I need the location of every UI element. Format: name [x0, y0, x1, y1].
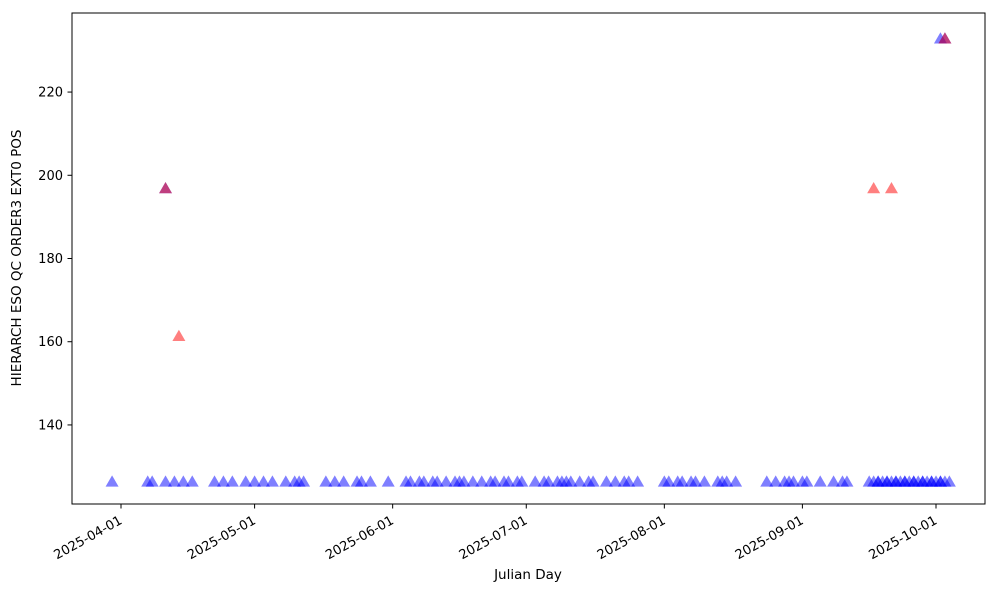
data-point-pos-nominal-blue [105, 475, 119, 487]
data-point-pos-nominal-blue [337, 475, 351, 487]
data-point-pos-nominal-blue [239, 475, 253, 487]
chart-content: 2025-04-01 2025-05-01 2025-06-01 2025-07-01… [38, 32, 956, 563]
data-point-pos-nominal-blue [475, 475, 489, 487]
data-point-pos-nominal-blue [354, 475, 368, 487]
data-point-pos-nominal-blue [786, 475, 800, 487]
y-tick-label: 200 [38, 169, 63, 184]
data-point-pos-outlier-red [159, 182, 173, 194]
data-point-pos-nominal-blue [167, 475, 181, 487]
data-point-pos-outlier-red [938, 32, 952, 44]
data-point-pos-nominal-blue [466, 475, 480, 487]
data-point-pos-nominal-blue [528, 475, 542, 487]
data-point-pos-nominal-blue [942, 475, 956, 487]
y-tick-label: 160 [38, 335, 63, 350]
data-point-pos-nominal-blue [573, 475, 587, 487]
data-point-pos-nominal-blue [720, 475, 734, 487]
data-point-pos-nominal-blue [586, 475, 600, 487]
data-point-pos-nominal-blue [800, 475, 814, 487]
y-axis-label: HIERARCH ESO QC ORDER3 EXT0 POS [9, 130, 25, 387]
data-point-pos-nominal-blue [297, 475, 311, 487]
x-tick-label: 2025-10-01 [867, 513, 940, 563]
data-point-pos-nominal-blue [488, 475, 502, 487]
data-point-pos-nominal-blue [430, 475, 444, 487]
data-point-pos-nominal-blue [608, 475, 622, 487]
data-point-pos-nominal-blue [840, 475, 854, 487]
data-point-pos-nominal-blue [622, 475, 636, 487]
data-point-pos-nominal-blue [208, 475, 222, 487]
data-point-pos-nominal-blue [319, 475, 333, 487]
y-tick-label: 180 [38, 252, 63, 267]
y-tick-label: 140 [38, 418, 63, 433]
data-point-pos-nominal-blue [328, 475, 342, 487]
data-point-pos-nominal-blue [381, 475, 395, 487]
data-point-pos-nominal-blue [265, 475, 279, 487]
data-point-pos-nominal-blue [515, 475, 529, 487]
data-point-pos-nominal-blue [439, 475, 453, 487]
data-point-pos-nominal-blue [729, 475, 743, 487]
data-point-pos-nominal-blue [159, 475, 173, 487]
data-point-pos-nominal-blue [257, 475, 271, 487]
data-point-pos-nominal-blue [225, 475, 239, 487]
data-point-pos-nominal-blue [417, 475, 431, 487]
data-point-pos-outlier-red [867, 182, 881, 194]
x-tick-label: 2025-04-01 [52, 513, 125, 563]
data-point-pos-nominal-blue [248, 475, 262, 487]
data-point-pos-nominal-blue [501, 475, 515, 487]
data-point-pos-nominal-blue [813, 475, 827, 487]
data-point-pos-outlier-red [172, 329, 186, 342]
data-point-pos-nominal-blue [176, 475, 190, 487]
data-point-pos-nominal-blue [599, 475, 613, 487]
data-point-pos-nominal-blue [689, 475, 703, 487]
data-point-pos-nominal-blue [631, 475, 645, 487]
data-point-pos-nominal-blue [145, 475, 159, 487]
data-point-pos-nominal-blue [279, 475, 293, 487]
x-tick-label: 2025-08-01 [595, 513, 668, 563]
data-point-pos-nominal-blue [403, 475, 417, 487]
data-point-pos-nominal-blue [216, 475, 230, 487]
data-point-pos-nominal-blue [662, 475, 676, 487]
data-point-pos-nominal-blue [542, 475, 556, 487]
x-axis-label: Julian Day [493, 567, 562, 583]
data-point-pos-nominal-blue [697, 475, 711, 487]
x-tick-label: 2025-05-01 [185, 513, 258, 563]
data-point-pos-nominal-blue [457, 475, 471, 487]
plot-area [71, 12, 986, 505]
x-tick-label: 2025-09-01 [733, 513, 806, 563]
data-point-pos-nominal-blue [564, 475, 578, 487]
data-point-pos-nominal-blue [827, 475, 841, 487]
x-tick-label: 2025-07-01 [457, 513, 530, 563]
data-point-pos-outlier-red [884, 182, 898, 194]
y-tick-label: 220 [38, 86, 63, 101]
data-point-pos-nominal-blue [363, 475, 377, 487]
data-point-pos-nominal-blue [675, 475, 689, 487]
x-tick-label: 2025-06-01 [323, 513, 396, 563]
data-point-pos-nominal-blue [760, 475, 774, 487]
data-point-pos-nominal-blue [769, 475, 783, 487]
data-point-pos-nominal-blue [185, 475, 199, 487]
